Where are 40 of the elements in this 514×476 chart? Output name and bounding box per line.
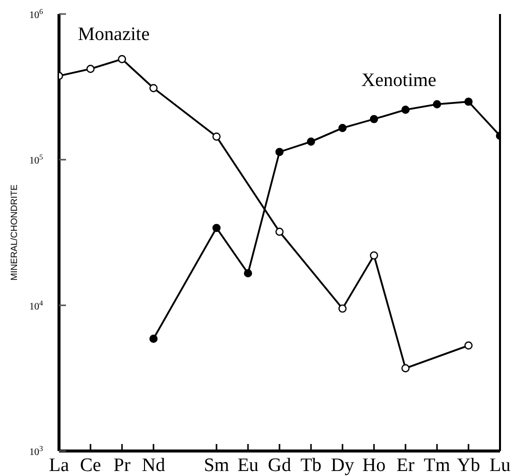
point — [338, 124, 347, 132]
point — [401, 364, 410, 372]
x-tick-label: Gd — [268, 455, 292, 476]
point — [212, 132, 221, 141]
series-label: Monazite — [78, 24, 150, 46]
point — [464, 98, 473, 106]
point — [86, 64, 95, 73]
series-label: Xenotime — [361, 70, 436, 92]
x-tick-label: La — [48, 455, 70, 476]
y-tick-label: 10$^{5}$ — [29, 152, 44, 167]
x-tick-label: Yb — [456, 455, 480, 476]
point — [275, 148, 284, 156]
x-tick-label: Lu — [489, 455, 512, 476]
point — [370, 114, 378, 124]
point — [149, 84, 158, 92]
x-tick-label: Ce — [80, 455, 102, 476]
y-tick-label: 10$^{4}$ — [29, 298, 44, 312]
x-tick-label: Dy — [330, 455, 355, 476]
point — [149, 334, 158, 343]
y-axis-title: MINERAL/CHONDRITE — [9, 184, 20, 281]
x-tick-label: Eu — [237, 455, 260, 476]
point — [338, 304, 347, 313]
x-tick-label: Sm — [204, 455, 230, 476]
point — [432, 100, 442, 108]
point — [370, 251, 378, 260]
point — [275, 228, 284, 236]
point — [244, 269, 252, 278]
point — [464, 341, 473, 350]
y-tick-label: 10$^{3}$ — [29, 444, 44, 458]
x-tick-label: Er — [396, 455, 416, 476]
x-tick-label: Ho — [362, 455, 386, 476]
point — [306, 138, 316, 146]
point — [212, 224, 221, 232]
point — [401, 106, 410, 114]
x-tick-label: Tm — [424, 455, 450, 476]
x-tick-label: Nd — [142, 455, 166, 476]
y-tick-label: 10$^{6}$ — [29, 6, 44, 21]
x-tick-label: Tb — [300, 455, 322, 476]
x-tick-label: Pr — [114, 455, 132, 476]
point — [118, 55, 126, 64]
